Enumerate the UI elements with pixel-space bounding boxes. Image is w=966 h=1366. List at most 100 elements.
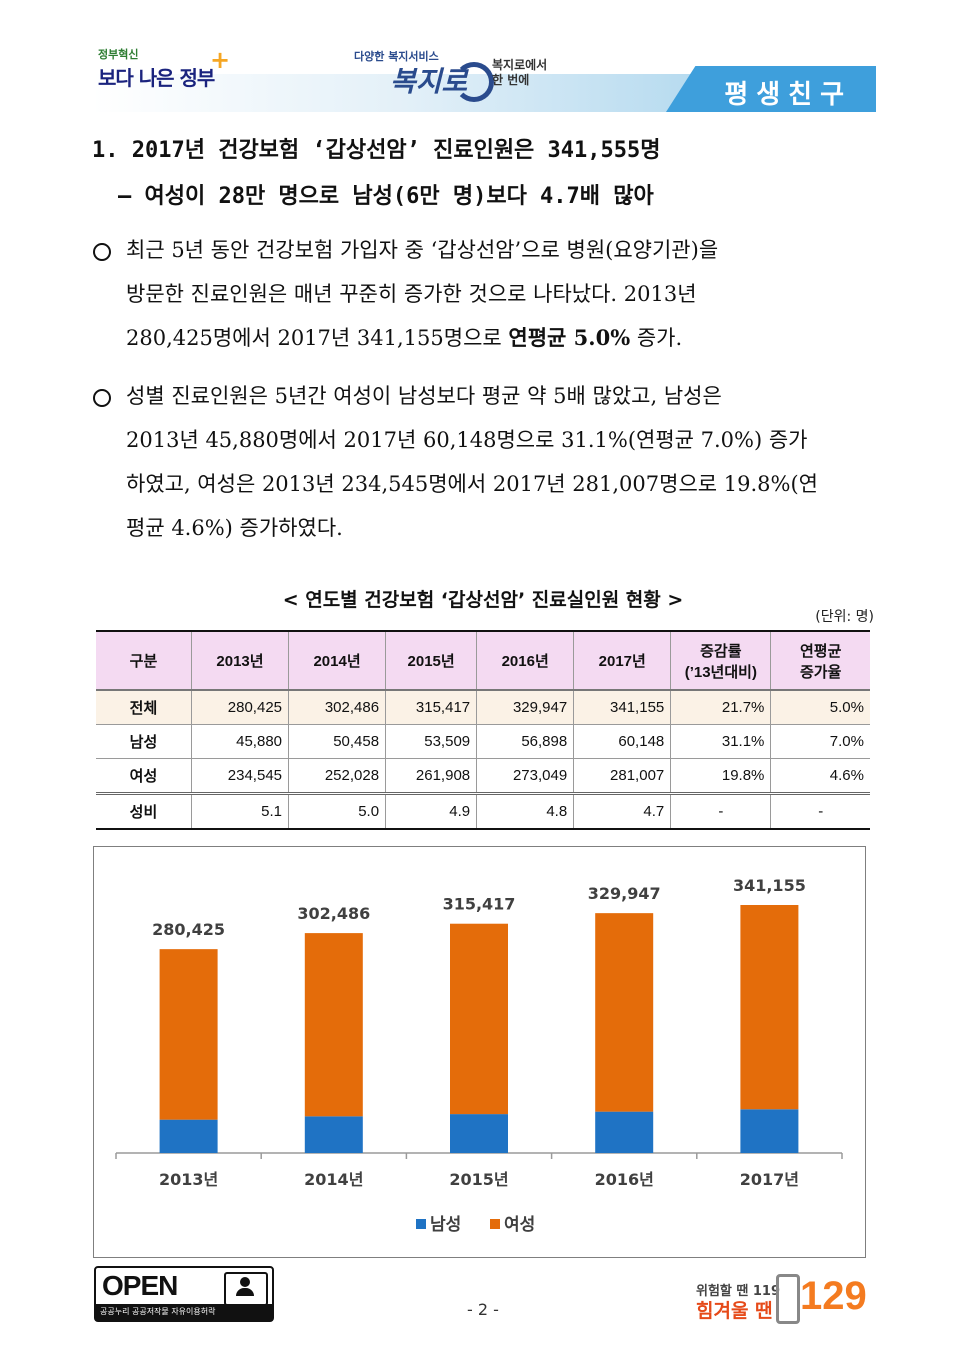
table-cell: 4.9 <box>385 792 478 830</box>
bar-여성 <box>304 933 363 1117</box>
table-cell: 315,417 <box>385 689 478 725</box>
table-cell: 273,049 <box>476 758 575 794</box>
data-label: 302,486 <box>297 904 370 923</box>
table-cell: 261,908 <box>385 758 478 794</box>
table-header-cell: 2017년 <box>573 630 672 691</box>
data-table: 구분 2013년 2014년 2015년 2016년 2017년 증감률 (’13년대비) 연평… <box>96 630 870 830</box>
table-cell: 31.1% <box>670 724 772 759</box>
data-label: 341,155 <box>733 876 806 895</box>
header-tab: 평생친구 <box>666 66 876 112</box>
table-cell: 5.0% <box>770 689 870 725</box>
paragraph-line: 280,425명에서 2017년 341,155명으로 연평균 5.0% 증가. <box>126 316 874 360</box>
table-cell: 341,155 <box>573 689 672 725</box>
bokjiro-sub-line2: 한 번에 <box>492 73 530 87</box>
table-row: 성비 5.1 5.0 4.9 4.8 4.7- - <box>96 792 870 830</box>
table-row-header: 성비 <box>96 792 192 830</box>
legend-swatch <box>490 1219 500 1229</box>
table-cell: - <box>670 792 772 830</box>
table-cell: 60,148 <box>573 724 672 759</box>
table-title: < 연도별 건강보험 ‘갑상선암’ 진료실인원 현황 > <box>282 589 684 611</box>
legend-swatch <box>416 1219 426 1229</box>
paragraph-2: 성별 진료인원은 5년간 여성이 남성보다 평균 약 5배 많았고, 남성은 2… <box>126 374 874 550</box>
table-header-cell: 2015년 <box>385 630 478 691</box>
table-cell: 4.6% <box>770 758 870 794</box>
table-cell: 7.0% <box>770 724 870 759</box>
table-cell: 281,007 <box>573 758 672 794</box>
logo-small-text: 정부혁신 <box>98 48 139 61</box>
circle-bullet-icon <box>93 389 111 407</box>
bar-남성 <box>159 1119 218 1153</box>
hotline-line2: 힘겨울 땐 <box>696 1300 773 1322</box>
table-cell: 50,458 <box>288 724 387 759</box>
bar-남성 <box>740 1109 799 1153</box>
data-label: 315,417 <box>443 895 516 914</box>
table-cell: 45,880 <box>190 724 290 759</box>
table-header-row: 구분 2013년 2014년 2015년 2016년 2017년 증감률 (’13년대비) 연평… <box>96 630 870 691</box>
headline-line1: 1. 2017년 건강보험 ‘갑상선암’ 진료인원은 341,555명 <box>92 138 661 163</box>
government-innovation-logo: 정부혁신 보다 나은 정부 + <box>98 46 230 91</box>
paragraph-line: 최근 5년 동안 건강보험 가입자 중 ‘갑상선암’으로 병원(요양기관)을 <box>126 238 719 262</box>
phone-icon <box>776 1274 800 1324</box>
table-cell: 53,509 <box>385 724 478 759</box>
table-cell: 234,545 <box>190 758 290 794</box>
headline-line2: – 여성이 28만 명으로 남성(6만 명)보다 4.7배 많아 <box>118 184 654 209</box>
chart-container: 280,425 2013년 302,486 2014년 315,417 2015년 329,… <box>93 846 866 1258</box>
bokjiro-sub: 복지로에서 한 번에 <box>492 58 547 88</box>
header-tab-label: 평생친구 <box>724 80 852 110</box>
table-cell: 4.7 <box>573 792 672 830</box>
bar-여성 <box>450 923 508 1115</box>
paragraph-bold-text: 연평균 5.0% <box>508 325 631 350</box>
paragraph-line: 평균 4.6%) 증가하였다. <box>126 516 343 540</box>
table-header-cell: 2016년 <box>476 630 575 691</box>
paragraph-text: 증가. <box>630 326 683 350</box>
logo-big-text: 보다 나은 정부 <box>98 66 215 90</box>
table-cell: 19.8% <box>670 758 772 794</box>
bokjiro-sub-line1: 복지로에서 <box>492 58 548 72</box>
table-cell: 21.7% <box>670 689 772 725</box>
paragraph-text: 280,425명에서 2017년 341,155명으로 <box>126 326 509 350</box>
bar-여성 <box>595 913 654 1112</box>
bokjiro-logo: 다양한 복지서비스 복지로 복지로에서 한 번에 <box>354 48 564 102</box>
table-row-header: 전체 <box>96 689 192 725</box>
bar-남성 <box>304 1116 363 1153</box>
x-tick-label: 2013년 <box>159 1170 218 1189</box>
table-row: 전체 280,425 302,486 315,417 329,947 341,155 21.… <box>96 689 870 725</box>
table-row: 여성 234,545 252,028 261,908 273,049 281,007 19.… <box>96 758 870 794</box>
paragraph-line: 성별 진료인원은 5년간 여성이 남성보다 평균 약 5배 많았고, 남성은 <box>126 384 722 408</box>
plus-icon: + <box>210 46 231 74</box>
page-header: 평생친구 정부혁신 보다 나은 정부 + 다양한 복지서비스 복지로 복지로에서… <box>92 38 876 116</box>
table-header-cell: 구분 <box>96 630 192 691</box>
paragraph-line: 2013년 45,880명에서 2017년 60,148명으로 31.1%(연평… <box>126 428 808 452</box>
hotline-number: 129 <box>800 1274 867 1318</box>
x-tick-label: 2017년 <box>740 1170 799 1189</box>
legend-label: 남성 <box>430 1215 461 1235</box>
hotline-line1: 위험할 땐 119 <box>696 1284 781 1299</box>
table-cell: 4.8 <box>476 792 575 830</box>
table-cell: 252,028 <box>288 758 387 794</box>
open-license-strip: 공공누리 공공저작물 자유이용허락 <box>96 1304 272 1320</box>
table-header-cell: 연평균 증가율 <box>770 630 870 691</box>
bokjiro-tagline: 다양한 복지서비스 <box>354 50 439 63</box>
bar-chart: 280,425 2013년 302,486 2014년 315,417 2015년 329,… <box>115 876 843 1235</box>
table-cell: 5.0 <box>288 792 387 830</box>
circle-bullet-icon <box>93 243 111 261</box>
bar-여성 <box>159 949 218 1120</box>
table-unit: (단위: 명) <box>815 609 874 625</box>
x-tick-label: 2014년 <box>304 1170 363 1189</box>
table-row-header: 남성 <box>96 724 192 759</box>
bar-여성 <box>740 905 799 1110</box>
bar-남성 <box>450 1114 508 1153</box>
paragraph-1: 최근 5년 동안 건강보험 가입자 중 ‘갑상선암’으로 병원(요양기관)을 방… <box>126 228 874 360</box>
bar-남성 <box>595 1111 654 1153</box>
table-row: 남성 45,880 50,458 53,509 56,898 60,148 31.1% 7.0… <box>96 724 870 759</box>
data-label: 329,947 <box>588 884 661 903</box>
moon-icon <box>454 62 494 102</box>
data-label: 280,425 <box>152 920 225 939</box>
table-cell: 302,486 <box>288 689 387 725</box>
table-cell: 280,425 <box>190 689 290 725</box>
paragraph-line: 하였고, 여성은 2013년 234,545명에서 2017년 281,007명… <box>126 472 818 496</box>
table-header-cell: 증감률 (’13년대비) <box>670 630 772 691</box>
paragraph-line: 방문한 진료인원은 매년 꾸준히 증가한 것으로 나타났다. 2013년 <box>126 282 697 306</box>
table-row-header: 여성 <box>96 758 192 794</box>
table-cell: - <box>770 792 870 830</box>
